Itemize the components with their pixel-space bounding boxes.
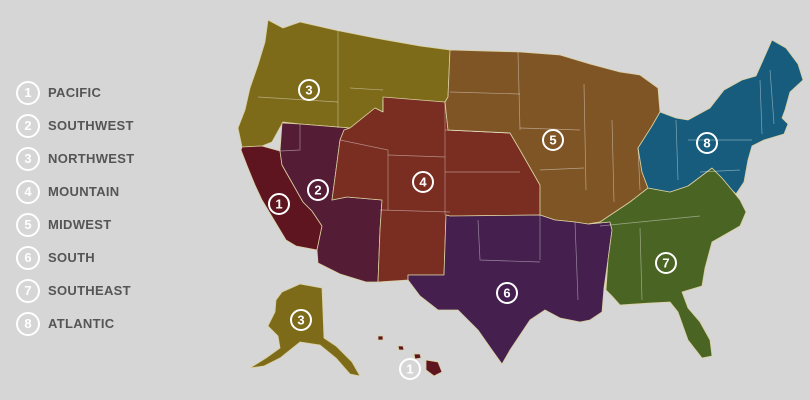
badge-text: 2 [314,183,321,198]
legend-number: 5 [16,212,40,237]
legend-label: SOUTHEAST [48,283,131,298]
badge-alaska: 3 [290,309,312,331]
region-legend: 1 PACIFIC 2 SOUTHWEST 3 NORTHWEST 4 MOUN… [16,76,134,340]
badge-text: 3 [305,83,312,98]
badge-text: 6 [503,286,510,301]
legend-label: MIDWEST [48,217,112,232]
badge-text: 1 [406,362,413,377]
badge-midwest: 5 [542,129,564,151]
legend-label: ATLANTIC [48,316,115,331]
legend-item-northwest[interactable]: 3 NORTHWEST [16,142,134,175]
legend-item-midwest[interactable]: 5 MIDWEST [16,208,134,241]
legend-item-mountain[interactable]: 4 MOUNTAIN [16,175,134,208]
legend-item-southwest[interactable]: 2 SOUTHWEST [16,109,134,142]
legend-item-south[interactable]: 6 SOUTH [16,241,134,274]
region-hawaii[interactable] [377,335,443,377]
hawaii-maui[interactable] [413,353,422,360]
legend-number: 8 [16,311,40,336]
legend-number: 3 [16,146,40,171]
badge-text: 4 [419,175,427,190]
legend-label: NORTHWEST [48,151,135,166]
badge-mountain: 4 [412,171,434,193]
badge-text: 5 [549,133,556,148]
legend-label: MOUNTAIN [48,184,120,199]
legend-number: 1 [16,80,40,105]
legend-item-atlantic[interactable]: 8 ATLANTIC [16,307,134,340]
legend-number: 6 [16,245,40,270]
legend-label: SOUTHWEST [48,118,134,133]
legend-label: SOUTH [48,250,95,265]
badge-southwest: 2 [307,179,329,201]
badge-text: 7 [662,256,669,271]
legend-number: 2 [16,113,40,138]
badge-text: 8 [703,136,710,151]
badge-text: 3 [297,313,304,328]
legend-item-southeast[interactable]: 7 SOUTHEAST [16,274,134,307]
badge-atlantic: 8 [696,132,718,154]
region-south[interactable] [407,214,613,365]
hawaii-oahu[interactable] [397,345,405,351]
legend-label: PACIFIC [48,85,102,100]
hawaii-big-island[interactable] [425,359,443,377]
badge-southeast: 7 [655,252,677,274]
legend-number: 7 [16,278,40,303]
hawaii-kauai[interactable] [377,335,384,341]
region-atlantic[interactable] [637,39,804,195]
badge-text: 1 [275,197,282,212]
badge-south: 6 [496,282,518,304]
legend-number: 4 [16,179,40,204]
state-boundaries [257,30,775,301]
legend-item-pacific[interactable]: 1 PACIFIC [16,76,134,109]
badge-pacific: 1 [268,193,290,215]
badge-hawaii: 1 [399,358,421,380]
badge-northwest: 3 [298,79,320,101]
